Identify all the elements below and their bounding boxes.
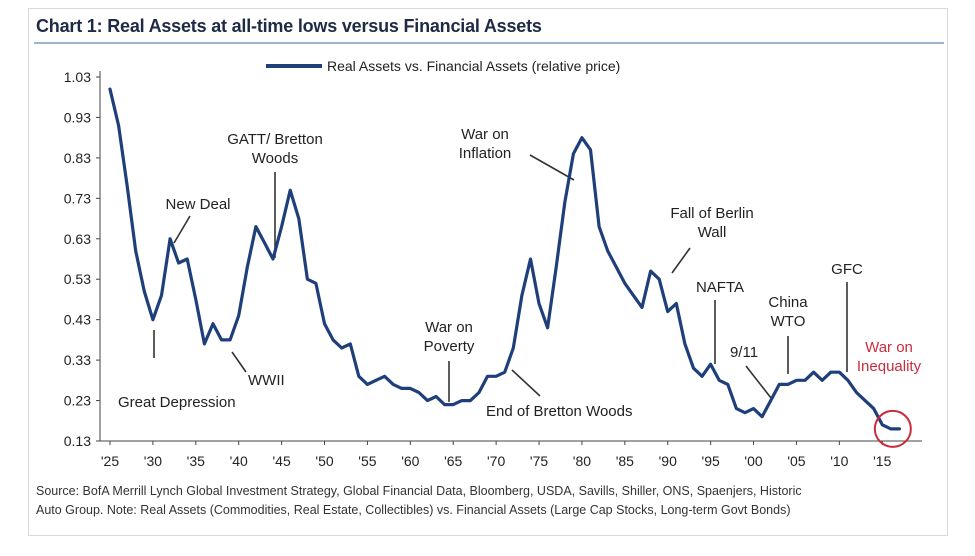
x-tick-label: '60 bbox=[401, 453, 419, 469]
annotation-label: WWII bbox=[248, 372, 285, 389]
annotation-leader bbox=[671, 247, 691, 274]
annotation-label: GATT/ Bretton bbox=[227, 131, 323, 148]
source-line-2: Auto Group. Note: Real Assets (Commoditi… bbox=[36, 503, 791, 517]
x-tick-label: '65 bbox=[444, 453, 462, 469]
annotation-leader bbox=[529, 154, 575, 181]
source-line-1: Source: BofA Merrill Lynch Global Invest… bbox=[36, 484, 802, 498]
x-tick-label: '70 bbox=[487, 453, 505, 469]
x-tick-label: '50 bbox=[315, 453, 333, 469]
x-tick-label: '55 bbox=[358, 453, 376, 469]
annotation-label: New Deal bbox=[165, 196, 230, 213]
annotation-label: GFC bbox=[831, 261, 863, 278]
title-rule bbox=[34, 42, 944, 44]
x-tick-label: '35 bbox=[187, 453, 205, 469]
annotation-label: War on bbox=[461, 126, 509, 143]
y-tick-label: 0.13 bbox=[64, 433, 91, 449]
series-line bbox=[108, 87, 902, 431]
annotation-label: NAFTA bbox=[696, 279, 744, 296]
annotation-label: War on bbox=[865, 339, 913, 356]
annotation-label: Fall of Berlin bbox=[670, 205, 753, 222]
y-tick-label: 0.23 bbox=[64, 393, 91, 409]
y-tick-label: 0.43 bbox=[64, 312, 91, 328]
x-tick-label: '05 bbox=[787, 453, 805, 469]
y-tick-label: 0.53 bbox=[64, 271, 91, 287]
source-note: Source: BofA Merrill Lynch Global Invest… bbox=[36, 482, 936, 520]
legend-label: Real Assets vs. Financial Assets (relati… bbox=[327, 58, 620, 74]
annotation-leader bbox=[745, 365, 772, 399]
annotation-leader bbox=[511, 369, 541, 397]
x-tick-label: '90 bbox=[659, 453, 677, 469]
x-tick-label: '40 bbox=[230, 453, 248, 469]
annotation-leader bbox=[231, 351, 247, 373]
y-tick-label: 0.73 bbox=[64, 190, 91, 206]
y-tick-label: 0.93 bbox=[64, 109, 91, 125]
y-tick-label: 0.63 bbox=[64, 231, 91, 247]
annotation-leader bbox=[173, 215, 191, 244]
series-layer bbox=[108, 87, 912, 448]
x-tick-label: '45 bbox=[272, 453, 290, 469]
annotation-label: Great Depression bbox=[118, 394, 236, 411]
annotation-label-line2: Wall bbox=[698, 224, 727, 241]
x-tick-label: '75 bbox=[530, 453, 548, 469]
x-tick-label: '85 bbox=[616, 453, 634, 469]
x-tick-label: '80 bbox=[573, 453, 591, 469]
annotation-label: War on bbox=[425, 319, 473, 336]
y-tick-label: 0.83 bbox=[64, 150, 91, 166]
annotation-label-line2: Inflation bbox=[459, 145, 512, 162]
x-tick-label: '15 bbox=[873, 453, 891, 469]
annotation-layer: Great Depression New Deal WWII GATT/ Bretto… bbox=[118, 126, 922, 420]
x-tick-label: '00 bbox=[744, 453, 762, 469]
annotation-label: 9/11 bbox=[730, 344, 758, 361]
y-tick-label: 0.33 bbox=[64, 352, 91, 368]
x-tick-label: '95 bbox=[702, 453, 720, 469]
axis-layer: 1.03 0.93 0.83 0.73 0.63 0.53 0.43 0.33 0.23 0.13… bbox=[64, 69, 922, 469]
annotation-label: End of Bretton Woods bbox=[486, 403, 632, 420]
y-tick-label: 1.03 bbox=[64, 69, 91, 85]
legend-layer: Real Assets vs. Financial Assets (relati… bbox=[266, 58, 620, 74]
annotation-label-line2: Inequality bbox=[857, 358, 922, 375]
x-tick-label: '25 bbox=[101, 453, 119, 469]
x-tick-label: '10 bbox=[830, 453, 848, 469]
chart-frame bbox=[28, 8, 948, 536]
annotation-label-line2: Woods bbox=[252, 150, 298, 167]
x-tick-label: '30 bbox=[144, 453, 162, 469]
annotation-label-line2: Poverty bbox=[424, 338, 475, 355]
page-title: Chart 1: Real Assets at all-time lows ve… bbox=[36, 16, 542, 36]
highlight-circle bbox=[873, 409, 912, 448]
annotation-label-line2: WTO bbox=[771, 313, 806, 330]
annotation-label: China bbox=[768, 294, 808, 311]
